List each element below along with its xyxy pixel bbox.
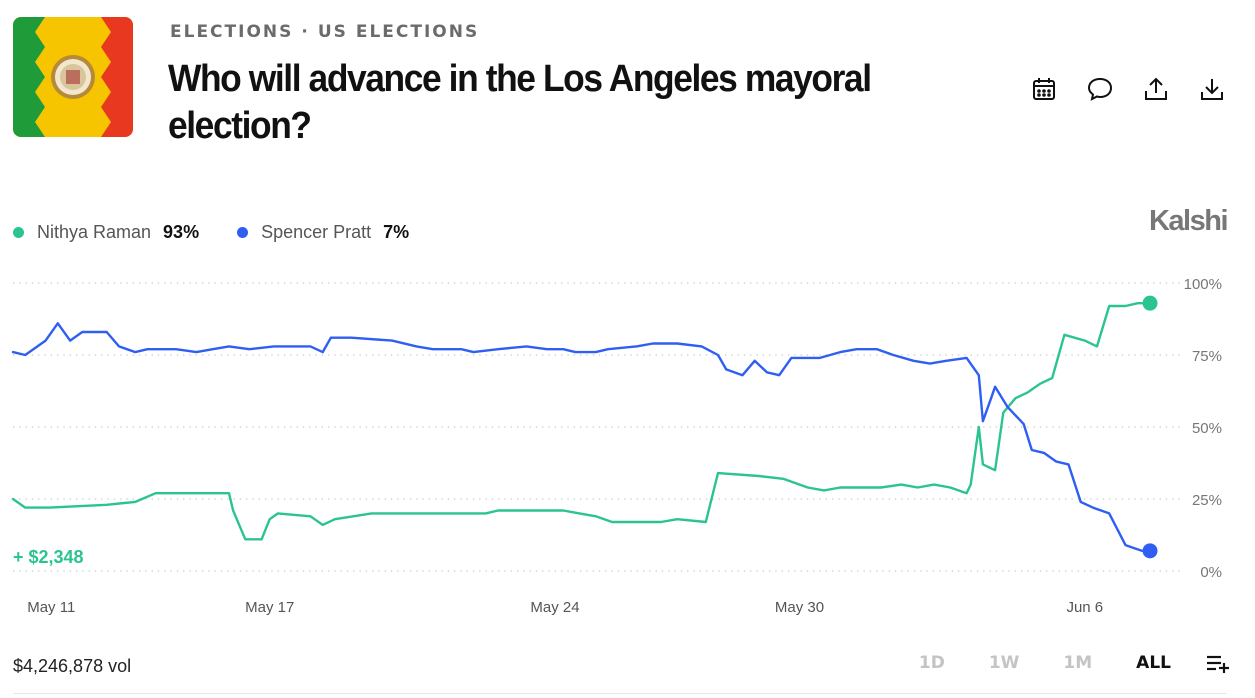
download-button[interactable] <box>1197 74 1227 104</box>
series-line-pratt <box>11 322 1152 552</box>
y-tick-label: 25% <box>1192 492 1222 509</box>
add-list-button[interactable] <box>1205 652 1231 674</box>
x-tick-label: May 30 <box>775 599 824 616</box>
footer-divider <box>13 693 1227 694</box>
breadcrumb-subcategory[interactable]: US ELECTIONS <box>317 22 480 42</box>
breadcrumb-separator: · <box>301 22 310 42</box>
volume-label: $4,246,878 vol <box>13 656 132 676</box>
y-tick-label: 0% <box>1200 564 1222 581</box>
comment-button[interactable] <box>1085 74 1115 104</box>
breadcrumb-category[interactable]: ELECTIONS <box>170 22 294 42</box>
page-title: Who will advance in the Los Angeles mayo… <box>168 58 872 147</box>
breadcrumb: ELECTIONS · US ELECTIONS <box>170 22 479 42</box>
chart-footer: $4,246,878 vol 1D 1W 1M ALL <box>0 650 1255 686</box>
y-tick-label: 100% <box>1184 276 1222 293</box>
legend-name: Nithya Raman <box>37 222 152 242</box>
legend-item-raman[interactable]: Nithya Raman 93% <box>13 222 199 243</box>
legend-dot-pratt <box>237 227 249 238</box>
range-all-button[interactable]: ALL <box>1136 653 1171 673</box>
x-tick-label: May 17 <box>245 599 294 616</box>
price-chart[interactable]: 100% 75% 50% 25% 0% May 11 May 17 May 24 May 30 J… <box>0 260 1255 630</box>
market-logo <box>13 17 133 137</box>
share-icon <box>1145 77 1167 100</box>
range-1m-button[interactable]: 1M <box>1063 653 1093 673</box>
series-line-raman <box>11 302 1152 541</box>
legend-dot-raman <box>13 227 24 238</box>
share-button[interactable] <box>1141 74 1171 104</box>
x-tick-label: May 11 <box>27 599 75 616</box>
y-tick-label: 75% <box>1192 348 1222 365</box>
x-tick-label: May 24 <box>530 599 579 616</box>
y-tick-label: 50% <box>1192 420 1222 437</box>
range-selector: 1D 1W 1M ALL <box>875 652 1231 674</box>
range-1d-button[interactable]: 1D <box>918 653 945 673</box>
comment-icon <box>1087 77 1113 101</box>
range-1w-button[interactable]: 1W <box>988 653 1020 673</box>
series-endpoint-pratt <box>1142 543 1158 559</box>
legend-percent: 93% <box>163 222 200 242</box>
market-actions <box>1029 74 1227 104</box>
add-list-icon <box>1207 655 1229 673</box>
legend-item-pratt[interactable]: Spencer Pratt 7% <box>237 222 409 243</box>
download-icon <box>1201 79 1223 100</box>
legend-percent: 7% <box>383 222 410 242</box>
x-tick-label: Jun 6 <box>1066 599 1103 616</box>
series-endpoint-raman <box>1142 295 1158 311</box>
payout-annotation: + $2,348 <box>13 547 84 567</box>
calendar-icon <box>1033 78 1055 100</box>
brand-logo: Kalshi <box>1148 205 1229 237</box>
chart-legend: Nithya Raman 93% Spencer Pratt 7% <box>13 222 447 243</box>
calendar-button[interactable] <box>1029 74 1059 104</box>
legend-name: Spencer Pratt <box>261 222 372 242</box>
